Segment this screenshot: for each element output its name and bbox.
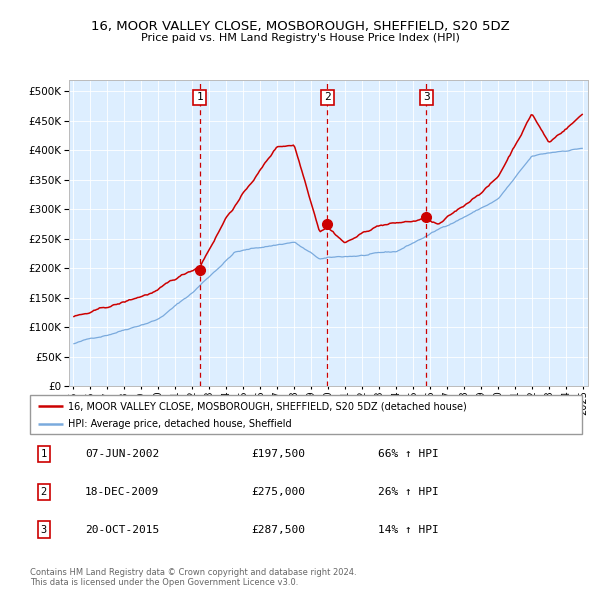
Text: 3: 3 — [423, 93, 430, 102]
Text: Price paid vs. HM Land Registry's House Price Index (HPI): Price paid vs. HM Land Registry's House … — [140, 34, 460, 43]
Text: 3: 3 — [41, 525, 47, 535]
Text: 14% ↑ HPI: 14% ↑ HPI — [378, 525, 439, 535]
Text: 66% ↑ HPI: 66% ↑ HPI — [378, 449, 439, 459]
Text: 2: 2 — [41, 487, 47, 497]
Text: 16, MOOR VALLEY CLOSE, MOSBOROUGH, SHEFFIELD, S20 5DZ: 16, MOOR VALLEY CLOSE, MOSBOROUGH, SHEFF… — [91, 20, 509, 33]
Text: £197,500: £197,500 — [251, 449, 305, 459]
FancyBboxPatch shape — [30, 395, 582, 434]
Text: 1: 1 — [196, 93, 203, 102]
Text: 26% ↑ HPI: 26% ↑ HPI — [378, 487, 439, 497]
Text: 1: 1 — [41, 449, 47, 459]
Text: £287,500: £287,500 — [251, 525, 305, 535]
Text: Contains HM Land Registry data © Crown copyright and database right 2024.
This d: Contains HM Land Registry data © Crown c… — [30, 568, 356, 587]
Text: 20-OCT-2015: 20-OCT-2015 — [85, 525, 160, 535]
Text: £275,000: £275,000 — [251, 487, 305, 497]
Text: 2: 2 — [324, 93, 331, 102]
Text: 07-JUN-2002: 07-JUN-2002 — [85, 449, 160, 459]
Text: HPI: Average price, detached house, Sheffield: HPI: Average price, detached house, Shef… — [68, 419, 291, 429]
Text: 16, MOOR VALLEY CLOSE, MOSBOROUGH, SHEFFIELD, S20 5DZ (detached house): 16, MOOR VALLEY CLOSE, MOSBOROUGH, SHEFF… — [68, 401, 466, 411]
Text: 18-DEC-2009: 18-DEC-2009 — [85, 487, 160, 497]
